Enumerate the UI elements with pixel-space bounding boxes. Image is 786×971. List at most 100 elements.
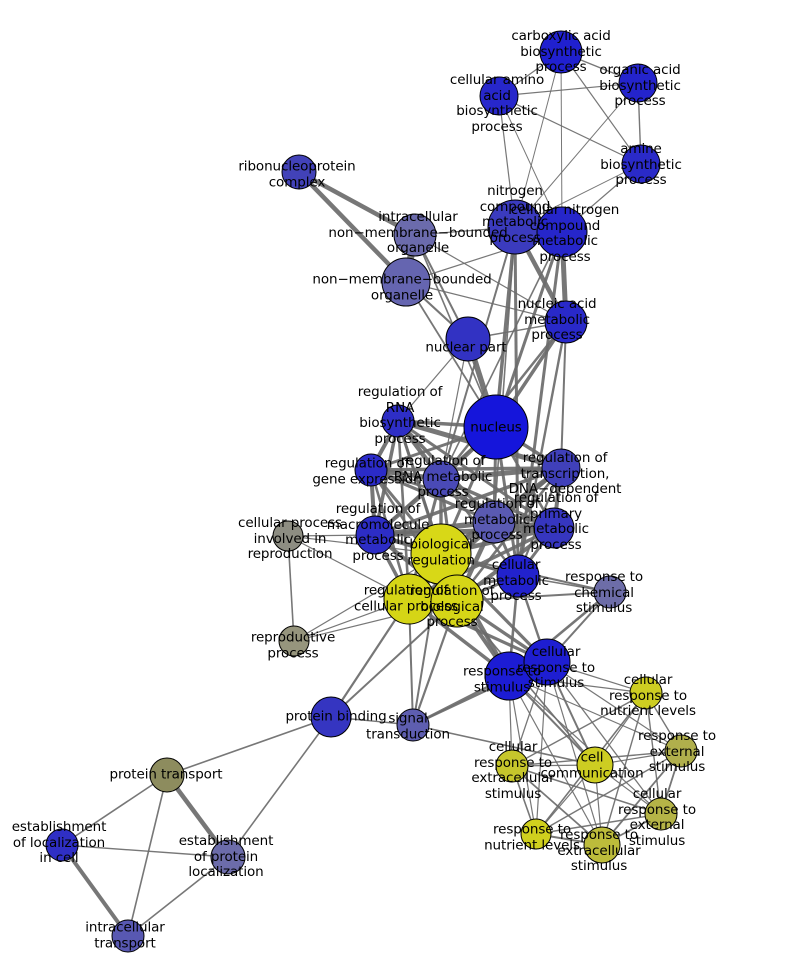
- graph-node-label: cellular amino acid biosynthetic process: [449, 72, 545, 135]
- graph-edge: [560, 321, 567, 469]
- graph-node-label: intracellular non−membrane−bounded organ…: [328, 208, 508, 256]
- graph-node[interactable]: [355, 515, 395, 555]
- graph-node[interactable]: [381, 404, 415, 438]
- graph-node-label: response to chemical stimulus: [564, 568, 644, 616]
- graph-node[interactable]: [664, 734, 698, 768]
- graph-edge: [60, 843, 130, 938]
- graph-node[interactable]: [393, 213, 437, 257]
- graph-node-label: regulation of macromolecule metabolic pr…: [326, 501, 430, 564]
- graph-node-label: protein transport: [109, 766, 223, 783]
- graph-node[interactable]: [396, 708, 430, 742]
- graph-edge: [514, 82, 639, 228]
- graph-node-label: reproductive process: [250, 629, 336, 661]
- graph-edge: [498, 95, 642, 165]
- graph-node[interactable]: [422, 460, 460, 498]
- graph-edge: [412, 724, 596, 766]
- graph-node-label: establishment of protein localization: [178, 832, 274, 880]
- graph-node-label: cellular nitrogen compound metabolic pro…: [510, 202, 620, 265]
- graph-edge: [546, 661, 603, 846]
- graph-edge: [127, 856, 229, 937]
- graph-node-label: cellular response to stimulus: [516, 643, 596, 691]
- graph-node[interactable]: [149, 757, 185, 793]
- graph-edge: [546, 661, 682, 752]
- graph-edge: [61, 844, 229, 858]
- graph-node-label: cellular process involved in reproductio…: [238, 514, 342, 562]
- graph-edge: [511, 692, 647, 767]
- graph-node[interactable]: [496, 554, 540, 598]
- graph-node[interactable]: [472, 500, 516, 544]
- graph-node[interactable]: [495, 749, 529, 783]
- graph-node[interactable]: [576, 746, 614, 784]
- graph-node-label: nitrogen compound metabolic process: [479, 183, 551, 246]
- graph-edge: [370, 466, 562, 472]
- graph-node[interactable]: [430, 574, 484, 628]
- graph-node-label: cell communication: [540, 749, 644, 781]
- graph-edge: [535, 661, 548, 835]
- graph-node[interactable]: [445, 316, 491, 362]
- graph-node[interactable]: [539, 30, 583, 74]
- graph-node[interactable]: [544, 300, 588, 344]
- graph-node[interactable]: [272, 520, 304, 552]
- graph-node[interactable]: [593, 575, 627, 609]
- graph-edge: [513, 226, 520, 577]
- graph-node-label: biological regulation: [407, 536, 475, 568]
- graph-edge: [511, 765, 662, 815]
- graph-node[interactable]: [210, 839, 246, 875]
- graph-node[interactable]: [281, 154, 317, 190]
- graph-edge: [405, 281, 567, 323]
- graph-edge: [508, 675, 603, 846]
- graph-edge: [560, 51, 642, 165]
- graph-edge: [514, 51, 562, 228]
- graph-edge: [440, 338, 469, 480]
- graph-edge: [546, 661, 662, 815]
- graph-node[interactable]: [621, 144, 661, 184]
- graph-node-label: nucleus: [470, 419, 522, 436]
- graph-node-label: response to stimulus: [462, 663, 542, 695]
- graph-edge: [166, 716, 332, 776]
- graph-node-label: regulation of transcription, DNA−depende…: [508, 449, 622, 497]
- graph-node[interactable]: [536, 206, 588, 258]
- graph-node[interactable]: [111, 919, 145, 953]
- graph-edge: [374, 525, 555, 538]
- graph-node[interactable]: [523, 638, 571, 686]
- graph-edge: [601, 692, 647, 846]
- graph-edge: [127, 774, 168, 937]
- graph-edge: [560, 51, 563, 233]
- graph-edge: [330, 600, 458, 718]
- graph-edge: [535, 813, 662, 835]
- graph-node[interactable]: [463, 394, 529, 460]
- graph-node[interactable]: [278, 625, 310, 657]
- graph-node[interactable]: [583, 826, 621, 864]
- graph-node-label: regulation of gene expression: [312, 455, 422, 487]
- graph-node-label: establishment of localization in cell: [11, 818, 107, 866]
- graph-node[interactable]: [310, 696, 352, 738]
- graph-edge: [535, 750, 682, 835]
- graph-node[interactable]: [520, 818, 552, 850]
- graph-node[interactable]: [354, 453, 388, 487]
- graph-node-label: regulation of cellular process: [354, 582, 458, 614]
- graph-node[interactable]: [533, 507, 575, 549]
- graph-node[interactable]: [629, 676, 663, 710]
- graph-node[interactable]: [618, 63, 658, 103]
- graph-node-label: regulation of biological process: [409, 582, 495, 630]
- graph-edge: [511, 765, 603, 846]
- graph-node-label: protein binding: [285, 708, 387, 725]
- graph-node-label: response to external stimulus: [637, 727, 717, 775]
- graph-edge: [287, 535, 295, 642]
- node-layer: [45, 30, 698, 953]
- graph-node-label: regulation of metabolic process: [454, 495, 540, 543]
- graph-node-label: cellular response to external stimulus: [617, 786, 697, 849]
- graph-node[interactable]: [479, 76, 519, 116]
- graph-node-label: regulation of RNA metabolic process: [393, 452, 493, 500]
- graph-node[interactable]: [644, 797, 678, 831]
- graph-node[interactable]: [45, 828, 79, 862]
- graph-node[interactable]: [381, 257, 431, 307]
- graph-edge: [61, 774, 168, 846]
- graph-node-label: cellular response to nutrient levels: [600, 671, 696, 719]
- graph-node-label: cellular metabolic process: [483, 556, 549, 604]
- graph-node[interactable]: [541, 448, 581, 488]
- graph-node-label: nucleic acid metabolic process: [517, 295, 597, 343]
- graph-edge: [374, 466, 562, 537]
